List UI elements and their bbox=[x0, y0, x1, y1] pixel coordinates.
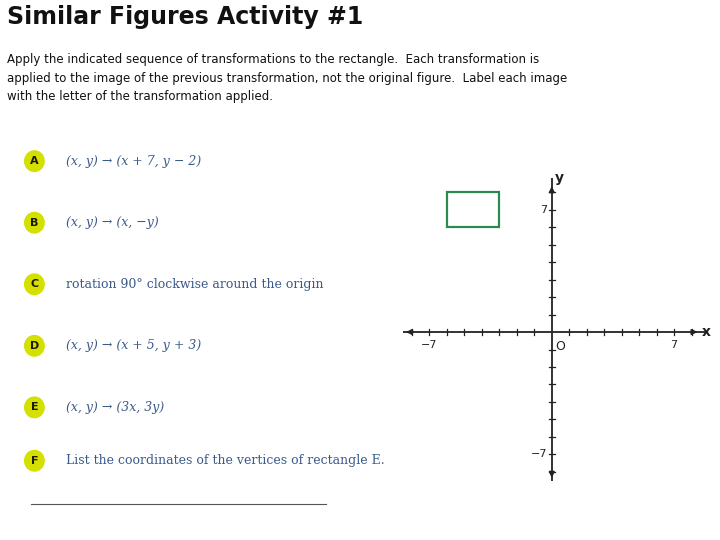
Text: A: A bbox=[30, 156, 39, 166]
Text: F: F bbox=[31, 456, 38, 465]
Text: (x, y) → (x, −y): (x, y) → (x, −y) bbox=[66, 216, 158, 229]
Circle shape bbox=[24, 450, 44, 471]
Text: (x, y) → (x + 5, y + 3): (x, y) → (x + 5, y + 3) bbox=[66, 339, 201, 352]
Circle shape bbox=[24, 212, 44, 233]
Text: D: D bbox=[30, 341, 39, 351]
Text: x: x bbox=[702, 325, 711, 339]
Text: −7: −7 bbox=[421, 340, 438, 350]
Text: List the coordinates of the vertices of rectangle E.: List the coordinates of the vertices of … bbox=[66, 454, 384, 467]
Text: Similar Figures Activity #1: Similar Figures Activity #1 bbox=[7, 5, 364, 29]
Text: −7: −7 bbox=[531, 449, 547, 460]
Text: rotation 90° clockwise around the origin: rotation 90° clockwise around the origin bbox=[66, 278, 323, 291]
Bar bbox=[447, 192, 500, 227]
Text: E: E bbox=[31, 402, 38, 413]
Circle shape bbox=[24, 335, 44, 356]
Circle shape bbox=[24, 274, 44, 294]
Circle shape bbox=[24, 151, 44, 171]
Text: Apply the indicated sequence of transformations to the rectangle.  Each transfor: Apply the indicated sequence of transfor… bbox=[7, 53, 567, 103]
Text: (x, y) → (3x, 3y): (x, y) → (3x, 3y) bbox=[66, 401, 163, 414]
Text: 7: 7 bbox=[670, 340, 678, 350]
Text: O: O bbox=[555, 340, 565, 353]
Text: C: C bbox=[30, 279, 38, 289]
Text: B: B bbox=[30, 218, 39, 228]
Text: y: y bbox=[555, 171, 564, 185]
Text: 7: 7 bbox=[540, 205, 547, 215]
Circle shape bbox=[24, 397, 44, 417]
Text: (x, y) → (x + 7, y − 2): (x, y) → (x + 7, y − 2) bbox=[66, 154, 201, 167]
